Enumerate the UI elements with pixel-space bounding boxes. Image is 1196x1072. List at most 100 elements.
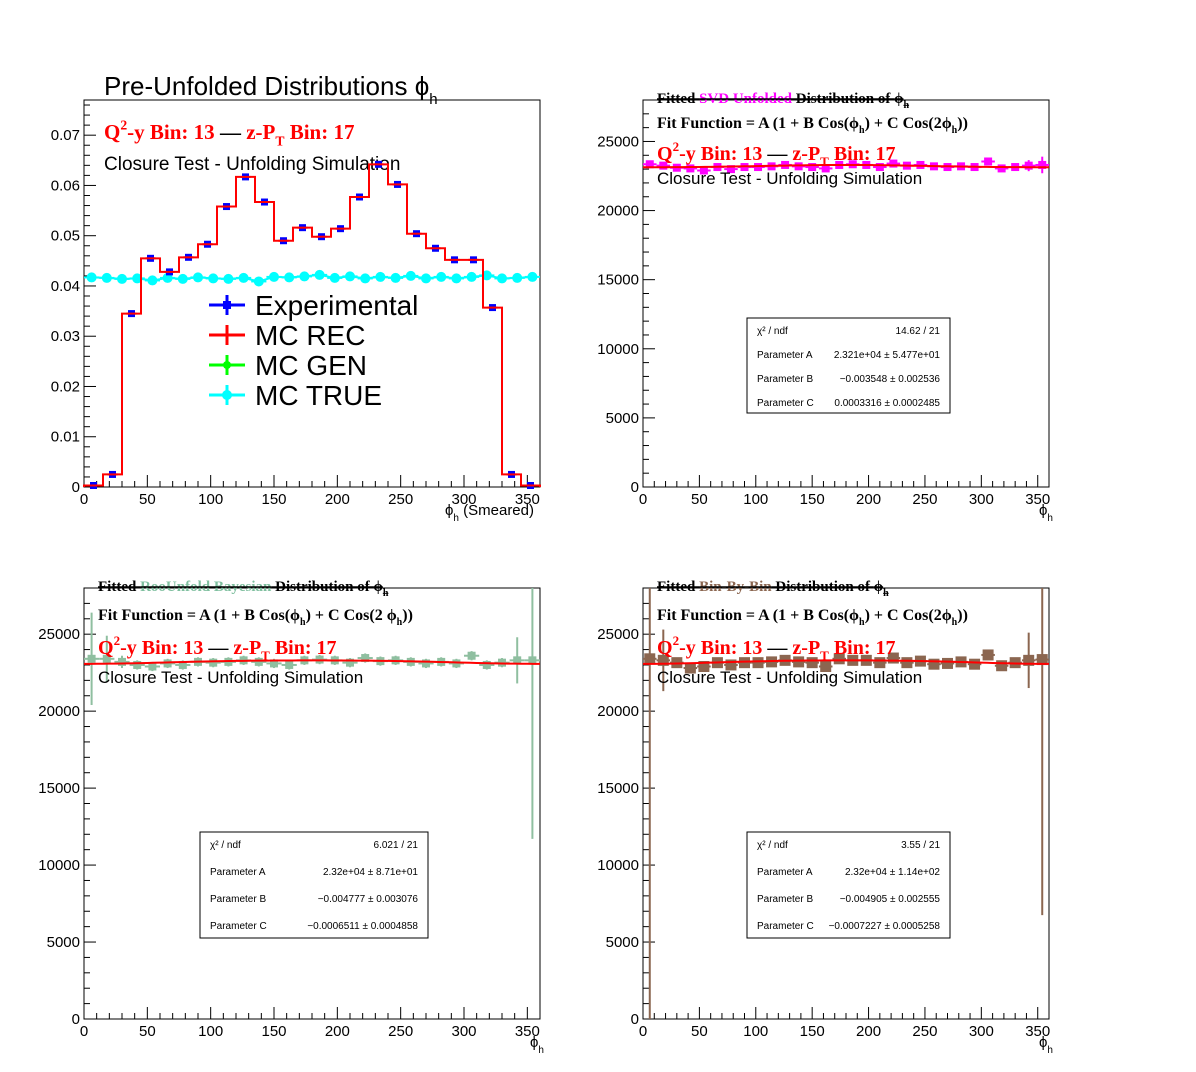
- fit-function-sub2: h: [952, 125, 958, 136]
- bin-label-dash: —: [203, 637, 233, 659]
- x-tick-label: 150: [261, 491, 286, 508]
- stats-param-value: 2.32e+04 ± 8.71e+01: [323, 867, 418, 878]
- x-axis-symbol: ϕ: [445, 502, 453, 519]
- stats-param-value: 2.32e+04 ± 1.14e+02: [845, 867, 940, 878]
- mc-true-point: [345, 271, 355, 282]
- y-tick-label: 0: [631, 1011, 639, 1028]
- mc-true-point: [375, 271, 386, 282]
- x-tick-label: 150: [800, 491, 825, 508]
- data-point: [361, 654, 370, 663]
- mc-rec-histogram: [83, 163, 541, 487]
- bin-label-q2y: -y Bin: 13: [120, 637, 203, 659]
- x-axis-sub: h: [1047, 513, 1053, 524]
- y-tick-label: 15000: [597, 272, 639, 289]
- stats-param-label: Parameter C: [757, 921, 814, 932]
- y-tick-label: 25000: [38, 626, 80, 643]
- bin-label-sub: T: [275, 133, 284, 148]
- fit-title-prefix: Fitted: [98, 579, 140, 595]
- y-tick-label: 25000: [597, 626, 639, 643]
- mc-true-point: [512, 272, 523, 283]
- bin-label-sup: 2: [673, 139, 680, 154]
- fit-title-sub: h: [883, 588, 889, 599]
- bin-label-zpt: Bin: 17: [284, 120, 354, 144]
- fit-function-phi2: ϕ: [387, 607, 397, 624]
- data-point: [482, 660, 491, 669]
- bin-label-zp: z-P: [246, 120, 275, 144]
- stats-chi2-label: χ² / ndf: [757, 840, 788, 851]
- fit-title-prefix: Fitted: [657, 91, 699, 107]
- data-point: [806, 657, 818, 669]
- stats-param-label: Parameter A: [757, 350, 813, 361]
- mc-true-point: [390, 272, 401, 283]
- mc-true-point: [223, 273, 234, 284]
- x-tick-label: 300: [451, 491, 476, 508]
- fit-curve: [83, 659, 541, 665]
- mc-true-point: [451, 273, 462, 284]
- stats-chi2-label: χ² / ndf: [757, 326, 788, 337]
- y-tick-label: 0.04: [51, 278, 80, 295]
- data-point: [254, 657, 263, 666]
- y-tick-label: 10000: [38, 857, 80, 874]
- y-tick-label: 20000: [597, 203, 639, 220]
- bin-label: Q2-y Bin: 13 — z-PT Bin: 17: [98, 633, 337, 663]
- data-point: [874, 657, 886, 669]
- mc-true-point: [86, 272, 97, 283]
- mc-true-point: [238, 272, 249, 283]
- x-tick-label: 150: [261, 1023, 286, 1040]
- data-point: [209, 658, 218, 667]
- data-point: [699, 166, 708, 175]
- fit-title-mid: Distribution of: [772, 579, 874, 595]
- bin-label: Q2-y Bin: 13 — z-PT Bin: 17: [657, 633, 896, 663]
- data-point: [969, 658, 981, 670]
- bin-label-sup: 2: [114, 633, 121, 648]
- x-tick-label: 0: [80, 491, 88, 508]
- data-point: [657, 654, 669, 666]
- data-point: [1024, 161, 1033, 170]
- data-point: [808, 163, 817, 172]
- x-axis-title: ϕh: [530, 1034, 544, 1056]
- stats-param-label: Parameter B: [757, 894, 813, 905]
- stats-param-value: −0.003548 ± 0.002536: [840, 374, 941, 385]
- fit-title-symbol: ϕ: [894, 91, 903, 107]
- y-tick-label: 0: [631, 479, 639, 496]
- y-tick-label: 15000: [597, 780, 639, 797]
- data-point: [87, 654, 96, 663]
- x-tick-label: 50: [691, 491, 708, 508]
- data-point: [901, 657, 913, 669]
- fit-function-phi2: ϕ: [942, 115, 952, 132]
- mc-true-point: [299, 271, 310, 282]
- x-axis-symbol: ϕ: [1039, 1034, 1047, 1051]
- data-point: [698, 661, 710, 673]
- mc-true-point: [421, 273, 431, 284]
- data-point: [346, 658, 354, 667]
- legend-marker: [223, 361, 231, 369]
- bin-label-q: Q: [657, 637, 673, 659]
- fit-function-c: )): [402, 607, 413, 624]
- y-tick-label: 5000: [606, 410, 639, 427]
- mc-true-point: [360, 273, 371, 284]
- mc-true-point: [466, 271, 477, 282]
- y-tick-label: 10000: [597, 341, 639, 358]
- mc-true-point: [147, 275, 158, 286]
- bin-label-dash: —: [762, 637, 792, 659]
- x-tick-label: 0: [639, 1023, 647, 1040]
- data-point: [793, 656, 805, 668]
- data-point: [148, 662, 157, 671]
- bin-label-q2y: -y Bin: 13: [127, 120, 215, 144]
- data-point: [1038, 160, 1047, 169]
- data-point: [820, 661, 832, 673]
- bin-label-sup: 2: [120, 118, 127, 133]
- bin-label-zpt: Bin: 17: [270, 637, 337, 659]
- y-tick-label: 0.06: [51, 177, 80, 194]
- x-tick-label: 200: [856, 491, 881, 508]
- bin-label-sub: T: [261, 648, 270, 663]
- x-tick-label: 250: [388, 1023, 413, 1040]
- stats-param-label: Parameter B: [210, 894, 266, 905]
- data-point: [422, 659, 430, 668]
- x-axis-title: ϕh (Smeared): [445, 502, 534, 524]
- x-axis-sub: h: [538, 1045, 544, 1056]
- data-point: [644, 653, 656, 665]
- data-point: [982, 649, 994, 661]
- data-point: [821, 164, 830, 173]
- fit-function-sub: h: [859, 125, 865, 136]
